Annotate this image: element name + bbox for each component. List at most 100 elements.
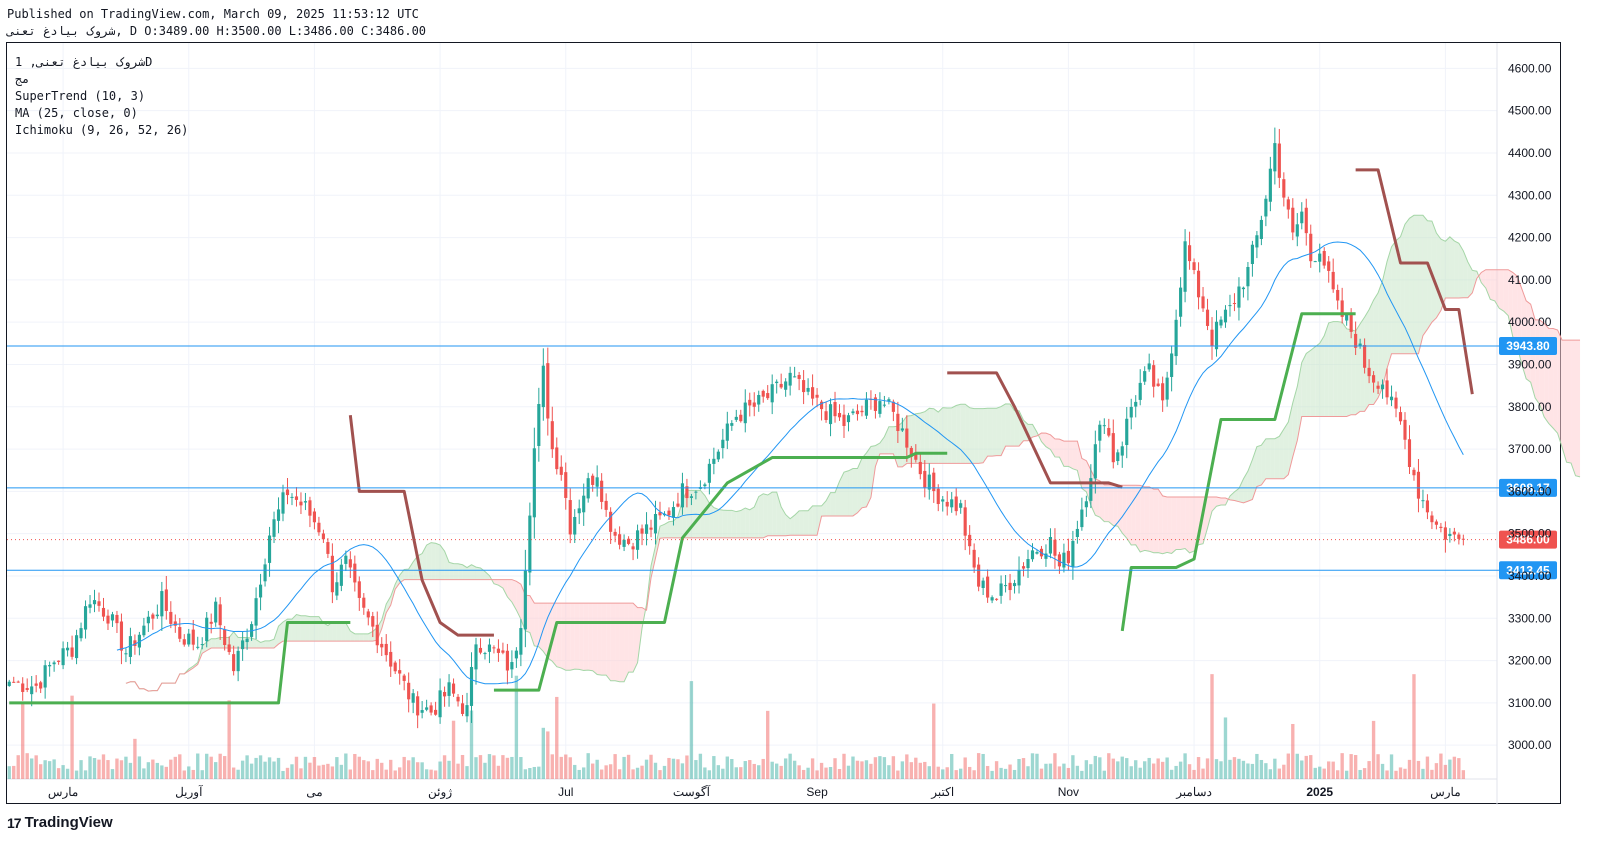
candle-body bbox=[285, 489, 290, 496]
candle-body bbox=[505, 650, 509, 671]
volume-bar bbox=[267, 757, 272, 779]
candle-body bbox=[1134, 401, 1138, 407]
cloud-segment bbox=[332, 621, 337, 642]
volume-bar bbox=[1116, 761, 1120, 779]
volume-bar bbox=[1412, 674, 1416, 779]
candle-body bbox=[1439, 526, 1443, 528]
cloud-segment bbox=[583, 603, 589, 671]
candle-body bbox=[191, 629, 195, 645]
cloud-segment bbox=[978, 408, 984, 464]
volume-bar bbox=[608, 764, 613, 779]
candle-body bbox=[1309, 233, 1313, 262]
cloud-segment bbox=[431, 542, 436, 580]
candle bbox=[110, 611, 115, 627]
candle bbox=[312, 508, 316, 530]
volume-bar bbox=[972, 770, 976, 779]
cloud-segment bbox=[619, 603, 625, 682]
cloud-segment bbox=[211, 638, 216, 649]
candle-body bbox=[1376, 385, 1380, 389]
volume-bar bbox=[402, 756, 406, 779]
volume-bar bbox=[1165, 757, 1169, 779]
candle-body bbox=[1380, 384, 1385, 390]
candle bbox=[285, 478, 290, 505]
volume-bar bbox=[1156, 758, 1160, 779]
candle-body bbox=[344, 555, 348, 564]
legend-symbol[interactable]: شروک بیادغ تعنی, 1D bbox=[15, 55, 153, 69]
candle bbox=[770, 374, 774, 415]
candle-body bbox=[694, 491, 698, 493]
cloud-segment bbox=[1404, 218, 1410, 354]
candle-body bbox=[824, 411, 828, 420]
cloud-segment bbox=[1220, 497, 1226, 506]
cloud-segment bbox=[1454, 240, 1459, 298]
volume-bar bbox=[1282, 764, 1286, 779]
legend-ichimoku[interactable]: Ichimoku (9, 26, 52, 26) bbox=[15, 123, 189, 137]
cloud-segment bbox=[938, 407, 943, 464]
tradingview-logo[interactable]: 17 TradingView bbox=[7, 814, 113, 831]
volume-bar bbox=[1389, 754, 1394, 779]
candle-body bbox=[52, 662, 56, 665]
cloud-segment bbox=[969, 407, 975, 464]
cloud-segment bbox=[794, 510, 800, 536]
candle-body bbox=[420, 710, 424, 713]
cloud-segment bbox=[1324, 322, 1329, 417]
cloud-segment bbox=[467, 564, 472, 580]
cloud-segment bbox=[924, 408, 930, 464]
candle bbox=[685, 478, 689, 508]
cloud-segment bbox=[1252, 446, 1257, 500]
candle-body bbox=[1196, 270, 1201, 298]
candle bbox=[402, 673, 406, 691]
cloud-segment bbox=[1346, 328, 1352, 417]
volume-bar bbox=[1134, 760, 1138, 779]
cloud-segment bbox=[1149, 486, 1154, 553]
candle-body bbox=[833, 402, 837, 417]
volume-bar bbox=[564, 754, 568, 779]
candle-body bbox=[245, 638, 249, 643]
candle bbox=[1183, 229, 1187, 303]
candle-body bbox=[1457, 534, 1461, 539]
candle bbox=[1152, 360, 1156, 398]
candle bbox=[712, 447, 716, 475]
candle bbox=[353, 555, 357, 592]
volume-bar bbox=[1367, 761, 1371, 779]
horizontal-line-2-badge-label: 3413.45 bbox=[1506, 563, 1550, 577]
cloud-segment bbox=[1176, 497, 1181, 550]
candle bbox=[537, 387, 541, 462]
candle-body bbox=[1205, 309, 1210, 326]
candle bbox=[1214, 310, 1219, 357]
volume-bar bbox=[344, 753, 348, 779]
candle bbox=[30, 675, 34, 707]
candle-body bbox=[30, 686, 34, 695]
x-tick-label: Jul bbox=[558, 785, 573, 799]
candle-body bbox=[972, 549, 976, 568]
volume-bar bbox=[1178, 761, 1183, 779]
candle-body bbox=[604, 500, 608, 510]
cloud-segment bbox=[610, 603, 616, 681]
volume-bar bbox=[389, 759, 393, 779]
candle-body bbox=[1232, 303, 1237, 305]
candle bbox=[748, 392, 752, 417]
volume-bar bbox=[433, 770, 438, 779]
candle bbox=[1448, 528, 1452, 543]
candle-body bbox=[106, 615, 110, 624]
volume-bar bbox=[712, 756, 716, 779]
legend-supertrend[interactable]: SuperTrend (10, 3) bbox=[15, 89, 146, 103]
candle bbox=[1170, 345, 1174, 392]
cloud-segment bbox=[951, 405, 957, 464]
volume-bar bbox=[1169, 769, 1174, 779]
candle-body bbox=[932, 472, 936, 492]
candle-body bbox=[779, 383, 783, 388]
cloud-segment bbox=[1014, 410, 1020, 447]
candle bbox=[981, 577, 985, 595]
candle-body bbox=[7, 681, 11, 686]
candle bbox=[658, 501, 662, 520]
volume-bar bbox=[249, 763, 254, 779]
cloud-segment bbox=[781, 506, 786, 536]
volume-bar bbox=[469, 710, 474, 779]
volume-bar bbox=[994, 761, 999, 779]
legend-ma[interactable]: MA (25, close, 0) bbox=[15, 106, 138, 120]
moving-average-line bbox=[116, 241, 1464, 685]
candle bbox=[510, 650, 514, 678]
volume-bar bbox=[698, 753, 703, 779]
